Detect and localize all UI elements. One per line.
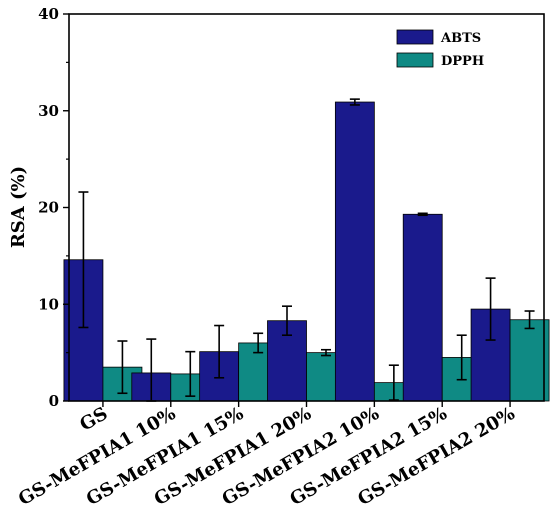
- x-tick-label-0: GS: [76, 403, 111, 435]
- legend-label-abts: ABTS: [440, 31, 481, 46]
- y-tick-label-0: 0: [49, 392, 59, 410]
- error-bar-dpph-2: [253, 332, 264, 354]
- error-bar-abts-0: [78, 191, 89, 329]
- error-bars-layer: [78, 98, 535, 402]
- legend-label-dpph: DPPH: [441, 54, 484, 69]
- y-tick-label-3: 30: [38, 102, 59, 120]
- error-bar-abts-2: [214, 324, 225, 379]
- error-bar-abts-6: [485, 277, 496, 341]
- bar-abts-4: [334, 101, 375, 402]
- error-bar-dpph-3: [321, 348, 331, 357]
- error-bar-abts-5: [417, 212, 428, 217]
- legend-swatch-dpph: [396, 52, 434, 68]
- y-tick-label-2: 20: [38, 199, 59, 217]
- y-tick-label-1: 10: [38, 295, 59, 313]
- y-axis-title: RSA (%): [8, 166, 29, 248]
- y-tick-label-4: 40: [38, 5, 59, 23]
- error-bar-abts-3: [282, 305, 292, 337]
- error-bar-dpph-5: [456, 334, 467, 381]
- legend: ABTS DPPH: [396, 29, 484, 69]
- legend-swatch-abts: [396, 29, 434, 45]
- error-bar-dpph-0: [117, 340, 128, 395]
- error-bar-dpph-4: [388, 364, 399, 401]
- bars-layer: [63, 101, 550, 402]
- error-bar-dpph-6: [524, 310, 535, 330]
- error-bar-abts-4: [349, 98, 360, 106]
- bar-abts-5: [402, 213, 443, 402]
- error-bar-dpph-1: [185, 350, 196, 397]
